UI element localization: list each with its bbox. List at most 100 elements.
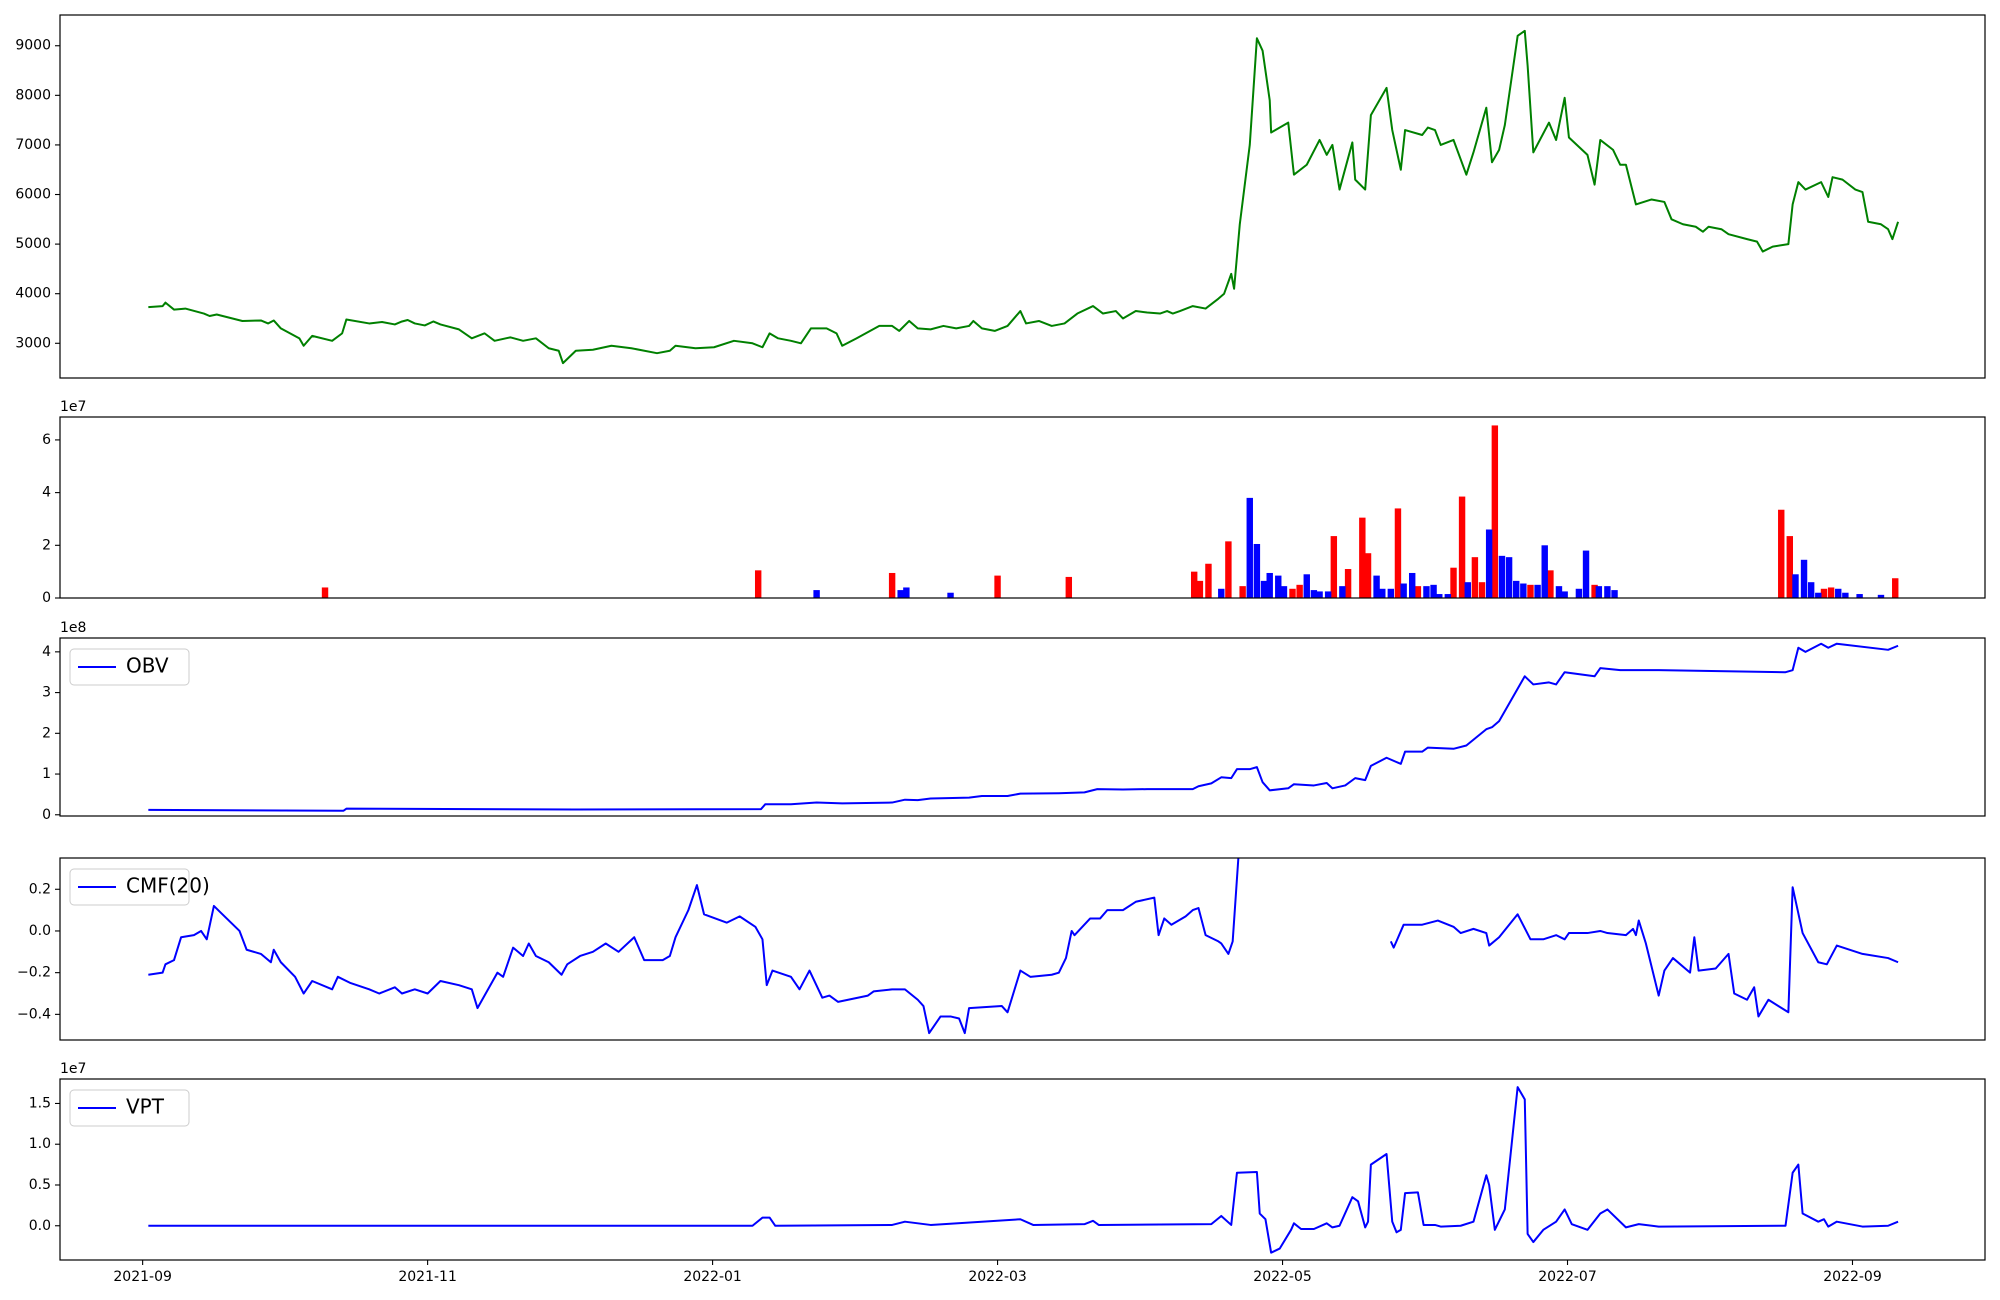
legend-label: CMF(20): [126, 874, 210, 898]
bar: [1582, 550, 1590, 598]
bar: [1611, 590, 1618, 598]
y-tick-label: 4000: [15, 286, 51, 302]
bar: [1892, 578, 1899, 598]
y-tick-label: 4: [42, 644, 51, 660]
bar: [1196, 580, 1204, 598]
bar: [1379, 588, 1386, 598]
panel: [148, 858, 1899, 1035]
bar: [1877, 594, 1885, 598]
bar: [1436, 594, 1443, 598]
x-tick-label: 2022-07: [1538, 1269, 1597, 1285]
bar: [1289, 588, 1296, 598]
bar: [1408, 572, 1416, 598]
line: [148, 858, 1899, 1035]
bar: [1400, 583, 1407, 598]
bar: [1359, 517, 1366, 598]
bar: [1260, 580, 1268, 598]
panel: [148, 642, 1899, 812]
bar: [1485, 529, 1493, 598]
bar: [1464, 582, 1471, 598]
y-tick-label: 2: [42, 725, 51, 741]
bar: [1324, 591, 1332, 598]
legend-box: [69, 1089, 190, 1127]
bar: [1316, 591, 1323, 598]
bar: [1534, 584, 1541, 598]
y-tick-label: 1: [42, 766, 51, 782]
y-tick-label: 8000: [15, 87, 51, 103]
bar: [1498, 555, 1506, 598]
bar: [1458, 496, 1466, 598]
bar: [1778, 509, 1785, 598]
y-tick-label: 5000: [15, 236, 51, 252]
y-tick-label: 0.5: [29, 1177, 51, 1193]
panel: [148, 29, 1900, 365]
bar: [1450, 567, 1457, 598]
bar: [1547, 570, 1554, 598]
bar: [1296, 584, 1303, 598]
bar: [1807, 582, 1815, 598]
bar: [1394, 508, 1402, 598]
bar: [1065, 576, 1073, 598]
bar: [1373, 575, 1380, 598]
bar: [1310, 590, 1318, 598]
y-tick-label: −0.2: [17, 965, 51, 981]
bar: [1190, 571, 1198, 598]
bar: [1820, 588, 1828, 598]
line: [148, 1086, 1899, 1254]
y-tick-label: 2: [42, 537, 51, 553]
bar: [1491, 425, 1499, 598]
line: [148, 29, 1900, 365]
bar: [1225, 541, 1232, 598]
y-tick-label: 1.0: [29, 1136, 51, 1152]
y-tick-label: 0.0: [29, 1218, 51, 1234]
bar: [1561, 591, 1568, 598]
bar: [1344, 569, 1352, 598]
y-tick-label: 0.0: [29, 923, 51, 939]
bar: [1280, 586, 1288, 598]
y-tick-label: 7000: [15, 137, 51, 153]
bar: [1786, 536, 1793, 598]
y-tick-label: 3000: [15, 335, 51, 351]
bar: [754, 570, 762, 598]
bar: [903, 587, 910, 598]
frame: [59, 416, 1986, 599]
panel: [321, 425, 1899, 598]
x-tick-label: 2022-05: [1253, 1269, 1312, 1285]
bar: [1792, 574, 1799, 598]
offset-label: 1e7: [60, 399, 86, 415]
bar: [1339, 586, 1346, 598]
bar: [1246, 497, 1253, 598]
bar: [1555, 586, 1563, 598]
bar: [994, 575, 1001, 598]
panel: [148, 1086, 1899, 1254]
y-tick-label: 4: [42, 485, 51, 501]
bar: [1387, 588, 1395, 598]
x-tick-label: 2021-09: [113, 1269, 172, 1285]
bar: [1275, 575, 1282, 598]
legend-label: VPT: [126, 1095, 165, 1119]
bar: [1591, 584, 1598, 598]
bar: [1364, 553, 1372, 598]
x-tick-label: 2022-09: [1823, 1269, 1882, 1285]
bar: [1595, 586, 1603, 598]
bar: [1471, 557, 1479, 598]
bar: [1604, 586, 1611, 598]
y-tick-label: 9000: [15, 38, 51, 54]
bar: [1527, 584, 1534, 598]
bar: [321, 587, 329, 598]
bar: [1330, 536, 1338, 598]
bar: [1827, 587, 1835, 598]
y-tick-label: 6000: [15, 187, 51, 203]
bar: [1856, 594, 1863, 598]
legend-box: [69, 648, 190, 686]
y-tick-label: 0.2: [29, 881, 51, 897]
y-tick-label: 0: [42, 807, 51, 823]
offset-label: 1e7: [60, 1061, 86, 1077]
bar: [1575, 588, 1583, 598]
bar: [1266, 572, 1273, 598]
offset-label: 1e8: [60, 620, 86, 636]
y-tick-label: 3: [42, 685, 51, 701]
legend-box: [69, 868, 190, 906]
